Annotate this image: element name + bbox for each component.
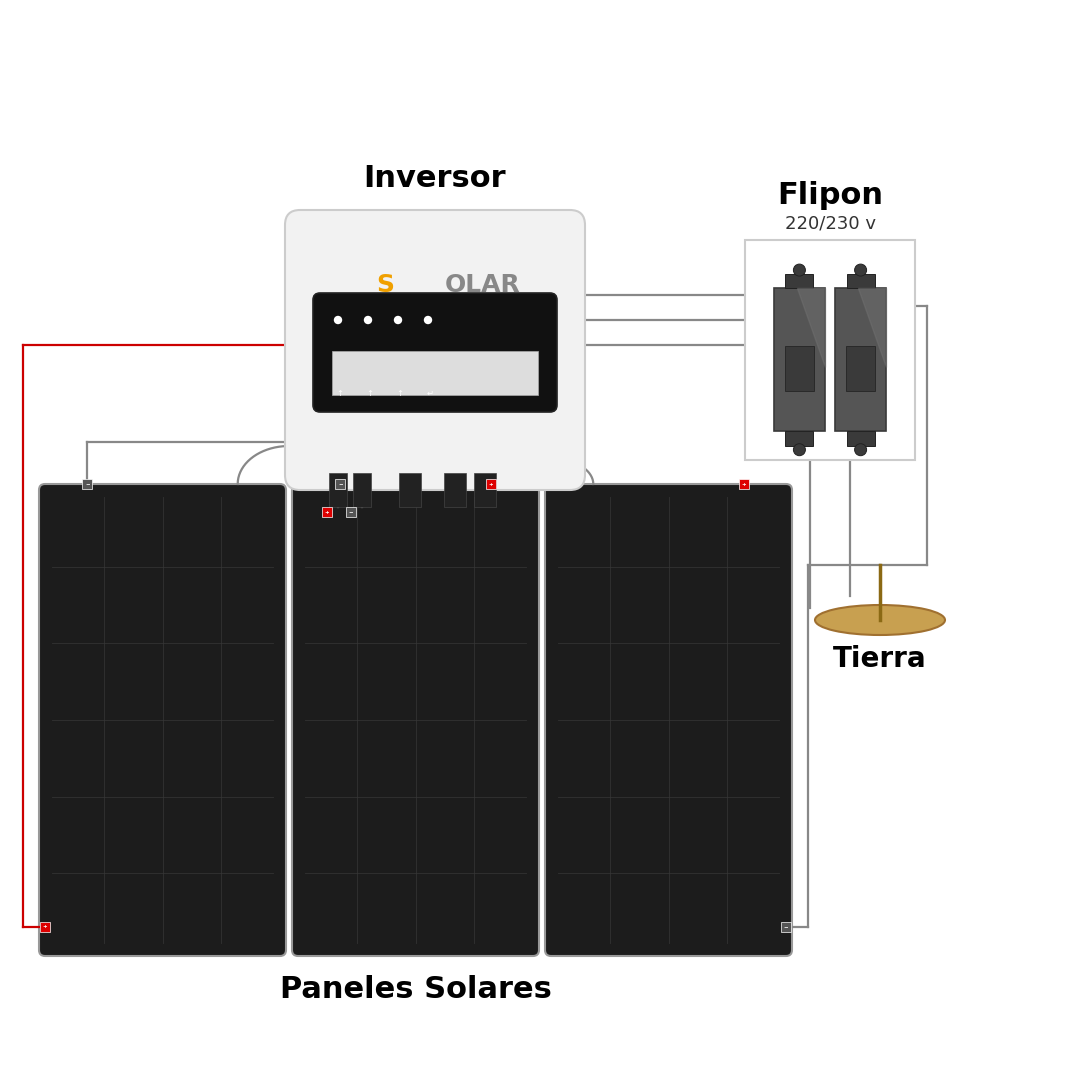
Circle shape xyxy=(335,316,341,324)
Bar xyxy=(846,346,876,391)
Bar xyxy=(332,351,538,395)
Text: Paneles Solares: Paneles Solares xyxy=(280,975,552,1004)
Text: −: − xyxy=(85,482,90,486)
Bar xyxy=(847,274,875,288)
FancyBboxPatch shape xyxy=(545,484,792,956)
Text: 220/230 v: 220/230 v xyxy=(784,215,876,233)
Bar xyxy=(785,431,813,446)
Polygon shape xyxy=(797,288,825,367)
Bar xyxy=(82,480,92,489)
Text: ↑: ↑ xyxy=(396,389,404,397)
Bar xyxy=(444,473,465,507)
Bar xyxy=(785,274,813,288)
Text: S: S xyxy=(376,273,394,297)
FancyBboxPatch shape xyxy=(292,484,539,956)
Bar xyxy=(474,473,496,507)
Bar xyxy=(329,473,347,507)
Text: +: + xyxy=(741,482,746,486)
Bar xyxy=(322,507,332,517)
Text: OLAR: OLAR xyxy=(445,273,521,297)
Circle shape xyxy=(854,444,866,456)
Ellipse shape xyxy=(815,605,945,635)
Bar xyxy=(335,480,346,489)
Bar xyxy=(346,507,356,517)
Text: Inversor: Inversor xyxy=(364,164,507,193)
Bar xyxy=(781,922,791,932)
Circle shape xyxy=(854,265,866,276)
Text: +: + xyxy=(488,482,492,486)
FancyBboxPatch shape xyxy=(313,293,557,411)
FancyBboxPatch shape xyxy=(285,210,585,490)
Text: −: − xyxy=(784,924,788,930)
Bar xyxy=(739,480,748,489)
Text: Tierra: Tierra xyxy=(833,645,927,673)
Bar xyxy=(847,431,875,446)
Circle shape xyxy=(794,444,806,456)
Bar xyxy=(784,346,814,391)
Text: ↑: ↑ xyxy=(337,389,343,397)
Bar xyxy=(835,288,886,431)
Text: −: − xyxy=(349,510,353,514)
Text: −: − xyxy=(338,482,342,486)
Text: ↑: ↑ xyxy=(366,389,374,397)
Bar xyxy=(774,288,825,431)
Bar xyxy=(353,473,372,507)
Bar xyxy=(399,473,421,507)
Circle shape xyxy=(794,265,806,276)
Bar xyxy=(745,240,915,460)
Text: ↵: ↵ xyxy=(427,389,433,397)
Circle shape xyxy=(424,316,432,324)
Bar xyxy=(486,480,496,489)
Polygon shape xyxy=(858,288,886,367)
FancyBboxPatch shape xyxy=(39,484,286,956)
Text: +: + xyxy=(43,924,48,930)
Text: +: + xyxy=(325,510,329,514)
Circle shape xyxy=(394,316,402,324)
Text: Flipon: Flipon xyxy=(777,181,883,210)
Bar xyxy=(40,922,50,932)
Circle shape xyxy=(365,316,372,324)
